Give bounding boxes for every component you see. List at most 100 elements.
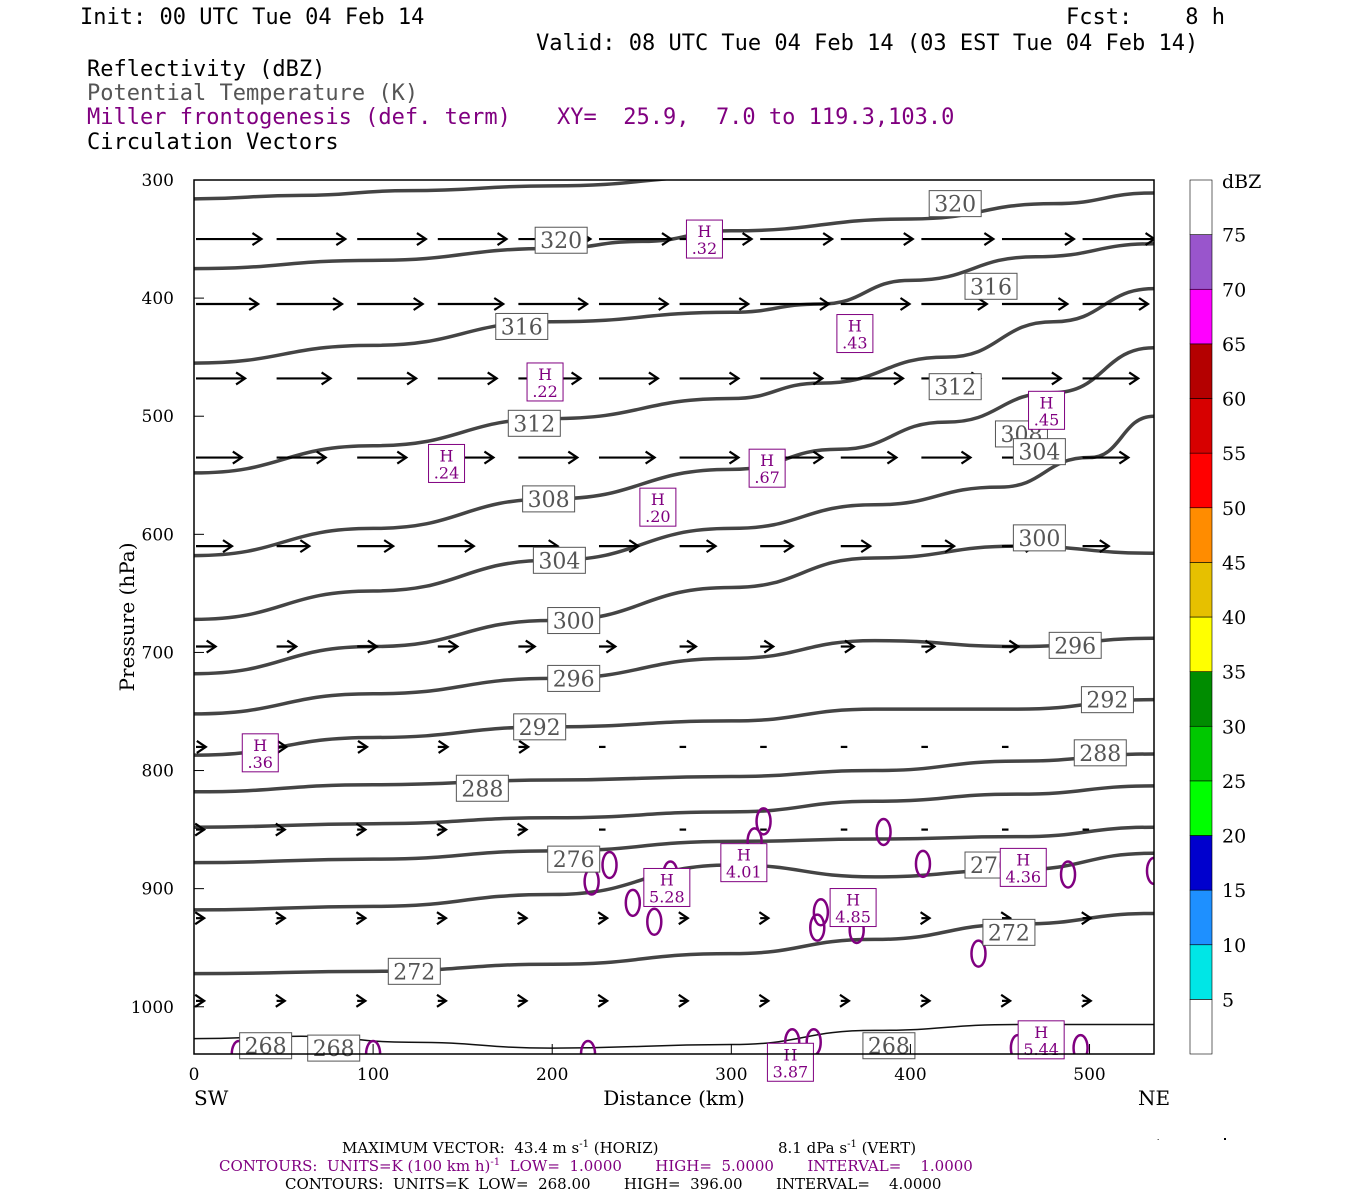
plot-frame (193, 179, 1155, 1055)
y-tick-label: 400 (142, 289, 174, 309)
frontogenesis-high-box (1028, 390, 1066, 430)
frontogenesis-high-value: .36 (248, 753, 273, 772)
circulation-vector-head (483, 450, 496, 465)
circulation-vector-head (597, 911, 610, 926)
theta-contour-label: 300 (1012, 524, 1066, 552)
x-tick-label: 500 (1073, 1065, 1105, 1085)
theta-label-text: 300 (553, 610, 595, 635)
theta-label-text: 312 (934, 376, 976, 401)
colorbar-segment (1189, 179, 1213, 235)
frontogenesis-contour (1072, 1033, 1089, 1054)
theta-contour-label: 304 (1012, 438, 1066, 466)
circulation-vector-head (886, 450, 899, 465)
circulation-vector-head (605, 639, 618, 654)
colorbar-tick-label: 5 (1222, 989, 1234, 1011)
frontogenesis-high-letter: H (660, 870, 674, 889)
theta-label-text: 292 (1086, 689, 1128, 714)
circulation-vector-head (413, 297, 425, 311)
circulation-vector-head (275, 993, 287, 1008)
frontogenesis-high-box (748, 448, 786, 488)
frontogenesis-high-value: .22 (532, 382, 557, 401)
frontogenesis-high-box (720, 843, 768, 883)
theta-label-text: 316 (501, 315, 543, 340)
circulation-vector-head (738, 297, 751, 311)
theta-contour-line (194, 752, 1154, 794)
circulation-vector-head (678, 993, 690, 1008)
circulation-vector-head (1064, 232, 1076, 246)
theta-label-text: 268 (313, 1037, 355, 1062)
colorbar-segment (1189, 288, 1213, 345)
contours-fgen-a: CONTOURS: UNITS=K (100 km h) (219, 1157, 491, 1175)
circulation-vector-head (919, 911, 932, 926)
frontogenesis-high: H.43 (836, 314, 874, 354)
colorbar-tick-label: 50 (1222, 498, 1246, 520)
circulation-vector-head (678, 911, 690, 926)
footer-contours-theta: CONTOURS: UNITS=K LOW= 268.00 HIGH= 396.… (285, 1175, 942, 1193)
frontogenesis-high: H.20 (639, 487, 677, 527)
theta-label-text: 308 (528, 488, 570, 513)
circulation-vector-head (758, 993, 771, 1008)
y-tick-label: 900 (142, 880, 174, 900)
frontogenesis-high-letter: H (848, 317, 862, 336)
colorbar-tick-label: 55 (1222, 443, 1246, 465)
frontogenesis-high-letter: H (1034, 1023, 1048, 1042)
field-vectors: Circulation Vectors (87, 130, 339, 155)
x-tick-label: 400 (894, 1065, 926, 1085)
circulation-vector-head (893, 371, 905, 386)
x-end-label-sw: SW (194, 1086, 229, 1110)
colorbar-tick-label: 10 (1222, 935, 1246, 957)
frontogenesis-high: H5.44 (1017, 1020, 1065, 1060)
circulation-vector-head (194, 822, 207, 837)
theta-label-box (1012, 524, 1066, 552)
frontogenesis-high-value: .45 (1034, 410, 1059, 429)
circulation-vector-head (844, 639, 856, 654)
colorbar-segment (1189, 234, 1213, 290)
frontogenesis-contour (579, 1039, 597, 1054)
theta-label-box (1080, 686, 1134, 714)
circulation-vector-head (222, 539, 234, 554)
colorbar-tick-label: 15 (1222, 880, 1246, 902)
frontogenesis-high-box (836, 314, 874, 354)
frontogenesis-high-letter: H (697, 222, 711, 241)
circulation-vector-head (983, 232, 996, 246)
frontogenesis-high-value: 3.87 (773, 1062, 809, 1081)
theta-label-box (928, 190, 982, 218)
theta-contour-label: 288 (1073, 739, 1127, 767)
xy-label: XY= 25.9, 7.0 to 119.3,103.0 (557, 105, 955, 130)
max-vector-horiz: (HORIZ) (588, 1139, 659, 1157)
frontogenesis-high-box (643, 867, 691, 907)
circulation-vector-head (437, 740, 450, 754)
theta-contour-label: 272 (982, 918, 1036, 946)
circulation-vector-head (316, 450, 328, 465)
frontogenesis-high-value: 5.44 (1023, 1040, 1059, 1059)
circulation-vector-head (1144, 232, 1154, 246)
max-vector-text: MAXIMUM VECTOR: 43.4 m s (342, 1139, 580, 1157)
frontogenesis-high-letter: H (846, 891, 860, 910)
theta-contour-line (194, 784, 1154, 829)
circulation-vector-head (1000, 993, 1013, 1008)
colorbar-segment (1189, 944, 1213, 1000)
circulation-vector-head (960, 450, 973, 465)
colorbar-tick-label: 70 (1222, 279, 1246, 301)
theta-label-box (547, 664, 601, 692)
frontogenesis-high-value: .20 (645, 507, 670, 526)
axes: 0 100 200 300 400 500 300 400 500 600 700 800 900 100… (131, 171, 1106, 1085)
max-vector-sup: -1 (579, 1139, 589, 1150)
circulation-vector-head (944, 539, 957, 554)
theta-label-box (928, 373, 982, 401)
circulation-vector-head (367, 639, 379, 654)
y-tick-label: 600 (142, 525, 174, 545)
theta-label-text: 304 (1018, 441, 1060, 466)
field-frontogenesis: Miller frontogenesis (def. term) (87, 105, 511, 130)
colorbar-segment (1189, 835, 1213, 891)
theta-contour-line (194, 286, 1154, 475)
colorbar-segment (1189, 452, 1213, 509)
colorbar-segment (1189, 398, 1213, 454)
circulation-vector-head (1081, 911, 1093, 926)
y-tick-label: 1000 (131, 998, 174, 1018)
frontogenesis-contour (646, 907, 663, 936)
circulation-vector-head (924, 639, 937, 654)
circulation-vector-head (903, 232, 915, 246)
theta-label-text: 296 (553, 667, 595, 692)
circulation-vector-head (648, 371, 660, 386)
